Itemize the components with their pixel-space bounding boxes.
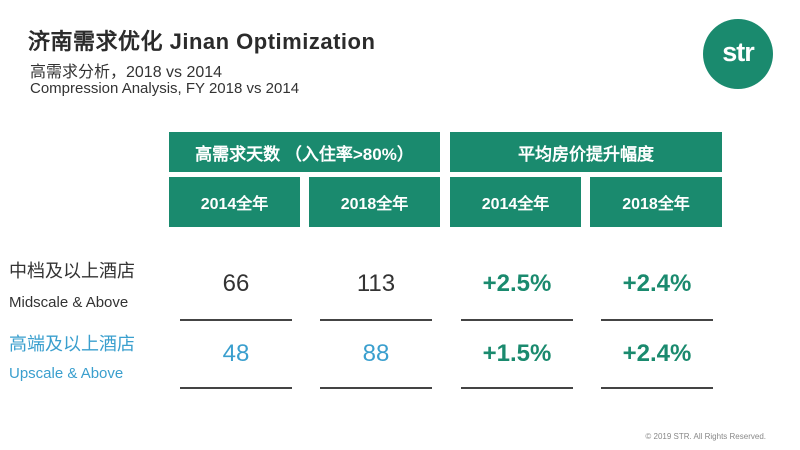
subheader-adr-2014: 2014全年 [450, 177, 581, 227]
divider-line [320, 319, 432, 321]
subheader-adr-2018: 2018全年 [590, 177, 722, 227]
str-logo-text: str [722, 36, 755, 67]
subheader-days-2014: 2014全年 [169, 177, 300, 227]
midscale-adr-2014: +2.5% [482, 270, 552, 297]
page-subtitle-cn: 高需求分析，2018 vs 2014 [30, 64, 223, 81]
page-title: 济南需求优化 Jinan Optimization [28, 29, 376, 54]
copyright: © 2019 STR. All Rights Reserved. [645, 432, 766, 441]
divider-line [461, 387, 573, 389]
divider-line [601, 387, 713, 389]
row-label-upscale-cn: 高端及以上酒店 [9, 334, 135, 354]
divider-line [320, 387, 432, 389]
header-compression-days: 高需求天数 （入住率>80%） [169, 132, 440, 172]
divider-line [601, 319, 713, 321]
page-subtitle-en: Compression Analysis, FY 2018 vs 2014 [30, 80, 300, 97]
midscale-adr-2018: +2.4% [622, 270, 692, 297]
row-label-midscale-cn: 中档及以上酒店 [9, 261, 135, 281]
upscale-days-2018: 88 [362, 340, 390, 367]
row-label-upscale-en: Upscale & Above [9, 365, 124, 382]
divider-line [461, 319, 573, 321]
upscale-adr-2018: +2.4% [622, 340, 692, 367]
midscale-days-2014: 66 [222, 270, 250, 297]
divider-line [180, 319, 292, 321]
str-logo: str [703, 19, 773, 89]
midscale-days-2018: 113 [356, 270, 396, 297]
row-label-midscale-en: Midscale & Above [9, 294, 129, 311]
upscale-days-2014: 48 [222, 340, 250, 367]
header-adr-uplift: 平均房价提升幅度 [450, 132, 722, 172]
divider-line [180, 387, 292, 389]
subheader-days-2018: 2018全年 [309, 177, 440, 227]
upscale-adr-2014: +1.5% [482, 340, 552, 367]
